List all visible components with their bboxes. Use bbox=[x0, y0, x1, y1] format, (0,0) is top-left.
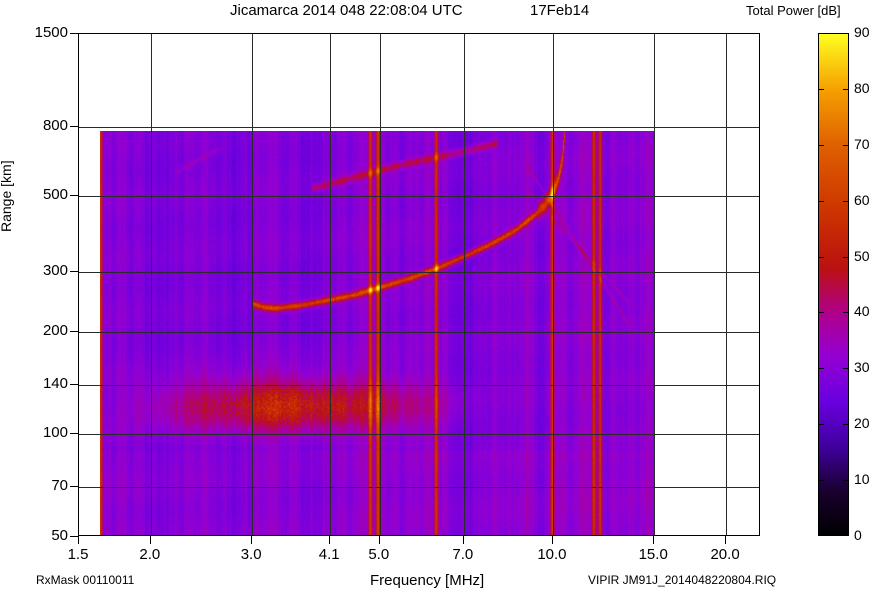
y-axis-tick-label: 70 bbox=[51, 477, 68, 495]
colorbar-tick bbox=[843, 89, 849, 90]
colorbar-tick-label: 80 bbox=[854, 79, 870, 96]
x-axis-tick bbox=[552, 536, 553, 544]
plot-clip bbox=[79, 34, 759, 535]
gridline-vertical bbox=[380, 34, 381, 535]
gridline-horizontal bbox=[79, 272, 759, 273]
x-axis-tick-label: 4.1 bbox=[318, 546, 340, 563]
colorbar-tick bbox=[843, 145, 849, 146]
source-file-label: VIPIR JM91J_2014048220804.RIQ bbox=[588, 573, 777, 587]
x-axis-tick-label: 1.5 bbox=[67, 546, 89, 563]
y-axis-tick-label: 200 bbox=[42, 321, 68, 339]
gridline-vertical bbox=[330, 34, 331, 535]
colorbar-tick-label: 60 bbox=[854, 191, 870, 208]
colorbar-tick bbox=[818, 89, 824, 90]
x-axis-tick bbox=[78, 536, 79, 544]
colorbar-tick bbox=[818, 312, 824, 313]
gridline-horizontal bbox=[79, 332, 759, 333]
rxmask-label: RxMask 00110011 bbox=[36, 573, 135, 587]
gridline-horizontal bbox=[79, 196, 759, 197]
colorbar-tick bbox=[843, 257, 849, 258]
y-axis-tick-label: 800 bbox=[42, 116, 68, 134]
x-axis-tick-label: 5.0 bbox=[368, 546, 390, 563]
colorbar-tick-label: 90 bbox=[854, 24, 870, 40]
y-axis-tick bbox=[70, 126, 78, 127]
spectrogram-raster bbox=[100, 131, 654, 535]
y-axis-tick bbox=[70, 536, 78, 537]
colorbar-tick bbox=[818, 201, 824, 202]
colorbar-tick bbox=[843, 312, 849, 313]
colorbar-tick bbox=[843, 424, 849, 425]
x-axis-tick bbox=[463, 536, 464, 544]
gridline-horizontal bbox=[79, 127, 759, 128]
y-axis-tick-label: 50 bbox=[51, 527, 68, 544]
x-axis-tick bbox=[329, 536, 330, 544]
y-axis-tick bbox=[70, 33, 78, 34]
colorbar-tick bbox=[843, 480, 849, 481]
colorbar-tick bbox=[843, 368, 849, 369]
x-axis-tick-label: 7.0 bbox=[452, 546, 474, 563]
colorbar-tick bbox=[818, 424, 824, 425]
y-axis-tick-label: 100 bbox=[42, 424, 68, 442]
x-axis-tick-label: 20.0 bbox=[710, 546, 740, 563]
gridline-vertical bbox=[151, 34, 152, 535]
gridline-horizontal bbox=[79, 487, 759, 488]
y-axis-tick-label: 140 bbox=[42, 374, 68, 392]
colorbar-tick-label: 30 bbox=[854, 359, 870, 376]
colorbar[interactable] bbox=[818, 33, 849, 536]
gridline-vertical bbox=[252, 34, 253, 535]
x-axis-tick-label: 2.0 bbox=[139, 546, 161, 563]
y-axis-tick bbox=[70, 384, 78, 385]
gridline-vertical bbox=[726, 34, 727, 535]
colorbar-tick-label: 50 bbox=[854, 247, 870, 264]
y-axis-tick bbox=[70, 195, 78, 196]
colorbar-tick bbox=[818, 480, 824, 481]
gridline-vertical bbox=[464, 34, 465, 535]
x-axis-label: Frequency [MHz] bbox=[370, 572, 485, 589]
colorbar-tick bbox=[818, 145, 824, 146]
y-axis-tick-label: 300 bbox=[42, 262, 68, 280]
x-axis-tick-label: 15.0 bbox=[638, 546, 668, 563]
y-axis-label: Range [km] bbox=[0, 160, 14, 232]
colorbar-tick-label: 40 bbox=[854, 303, 870, 320]
y-axis-tick bbox=[70, 486, 78, 487]
colorbar-tick-label: 20 bbox=[854, 415, 870, 432]
colorbar-tick bbox=[818, 257, 824, 258]
date-label: 17Feb14 bbox=[530, 2, 590, 19]
gridline-vertical bbox=[654, 34, 655, 535]
colorbar-tick bbox=[843, 201, 849, 202]
y-axis-tick bbox=[70, 331, 78, 332]
page-title: Jicamarca 2014 048 22:08:04 UTC bbox=[230, 2, 463, 19]
x-axis-tick-label: 10.0 bbox=[537, 546, 567, 563]
colorbar-tick-label: 70 bbox=[854, 135, 870, 152]
y-axis-tick bbox=[70, 433, 78, 434]
gridline-horizontal bbox=[79, 434, 759, 435]
colorbar-gradient bbox=[819, 34, 848, 535]
x-axis-tick bbox=[725, 536, 726, 544]
x-axis-tick bbox=[150, 536, 151, 544]
colorbar-title: Total Power [dB] bbox=[746, 3, 841, 18]
gridline-horizontal bbox=[79, 385, 759, 386]
y-axis-tick bbox=[70, 271, 78, 272]
x-axis-tick bbox=[379, 536, 380, 544]
x-axis-tick-label: 3.0 bbox=[240, 546, 262, 563]
colorbar-tick-label: 0 bbox=[854, 527, 862, 543]
y-axis-tick-label: 500 bbox=[42, 186, 68, 204]
colorbar-tick-label: 10 bbox=[854, 471, 870, 488]
gridline-vertical bbox=[553, 34, 554, 535]
y-axis-tick-label: 1500 bbox=[34, 24, 68, 41]
x-axis-tick bbox=[653, 536, 654, 544]
x-axis-tick bbox=[251, 536, 252, 544]
ionogram-plot[interactable] bbox=[78, 33, 760, 536]
colorbar-tick bbox=[818, 368, 824, 369]
